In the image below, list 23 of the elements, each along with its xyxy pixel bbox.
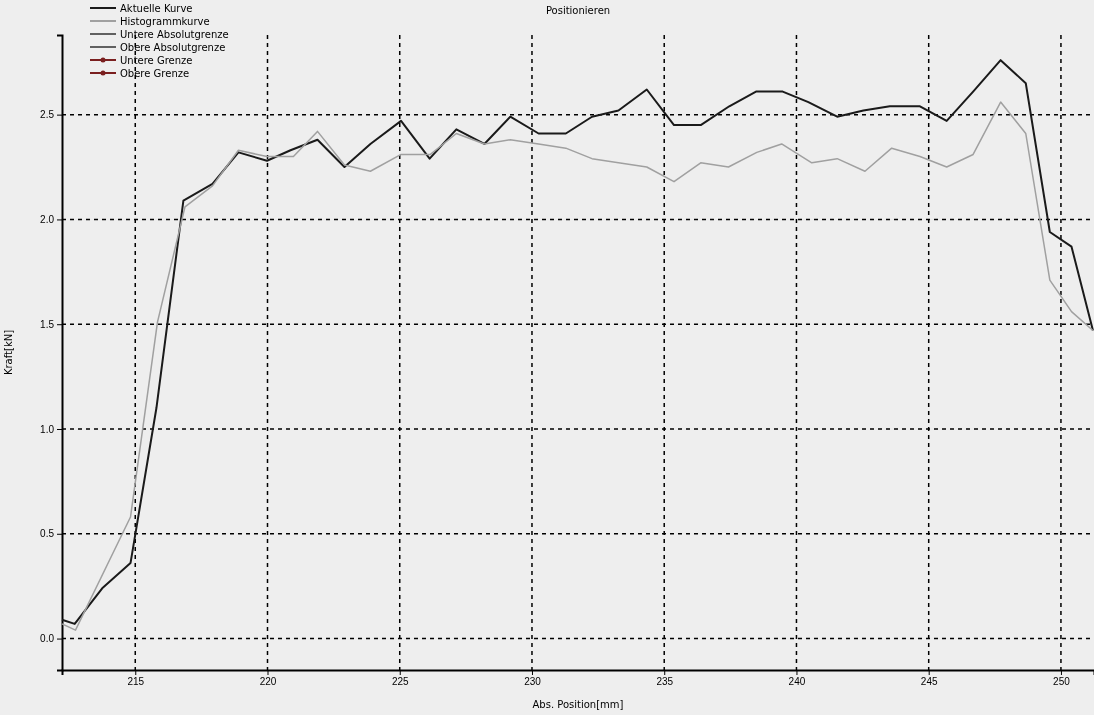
y-tick-label: 1.0: [40, 423, 55, 435]
legend-label: Histogrammkurve: [120, 16, 210, 27]
x-tick-label: 230: [524, 676, 542, 688]
x-tick-label: 225: [391, 676, 410, 688]
y-axis-title: Kraft[kN]: [3, 329, 14, 376]
x-axis-title: Abs. Position[mm]: [532, 699, 624, 710]
x-tick-label: 240: [788, 676, 806, 688]
x-tick-label: 245: [920, 676, 938, 688]
chart-title: Positionieren: [545, 5, 611, 16]
legend-label: Untere Grenze: [120, 55, 193, 66]
legend-label: Aktuelle Kurve: [120, 3, 193, 14]
legend-label: Untere Absolutgrenze: [120, 29, 229, 40]
x-tick-label: 220: [259, 676, 277, 688]
x-tick-label: 250: [1053, 676, 1071, 688]
y-tick-label: 1.5: [40, 318, 55, 330]
y-tick-label: 0.0: [40, 633, 55, 645]
y-tick-label: 2.0: [40, 214, 55, 226]
legend-label: Obere Grenze: [120, 68, 190, 79]
y-tick-label: 2.5: [40, 109, 55, 121]
x-tick-label: 235: [656, 676, 674, 688]
legend-label: Obere Absolutgrenze: [120, 42, 226, 53]
y-tick-label: 0.5: [40, 528, 55, 540]
x-tick-label: 215: [127, 676, 145, 688]
